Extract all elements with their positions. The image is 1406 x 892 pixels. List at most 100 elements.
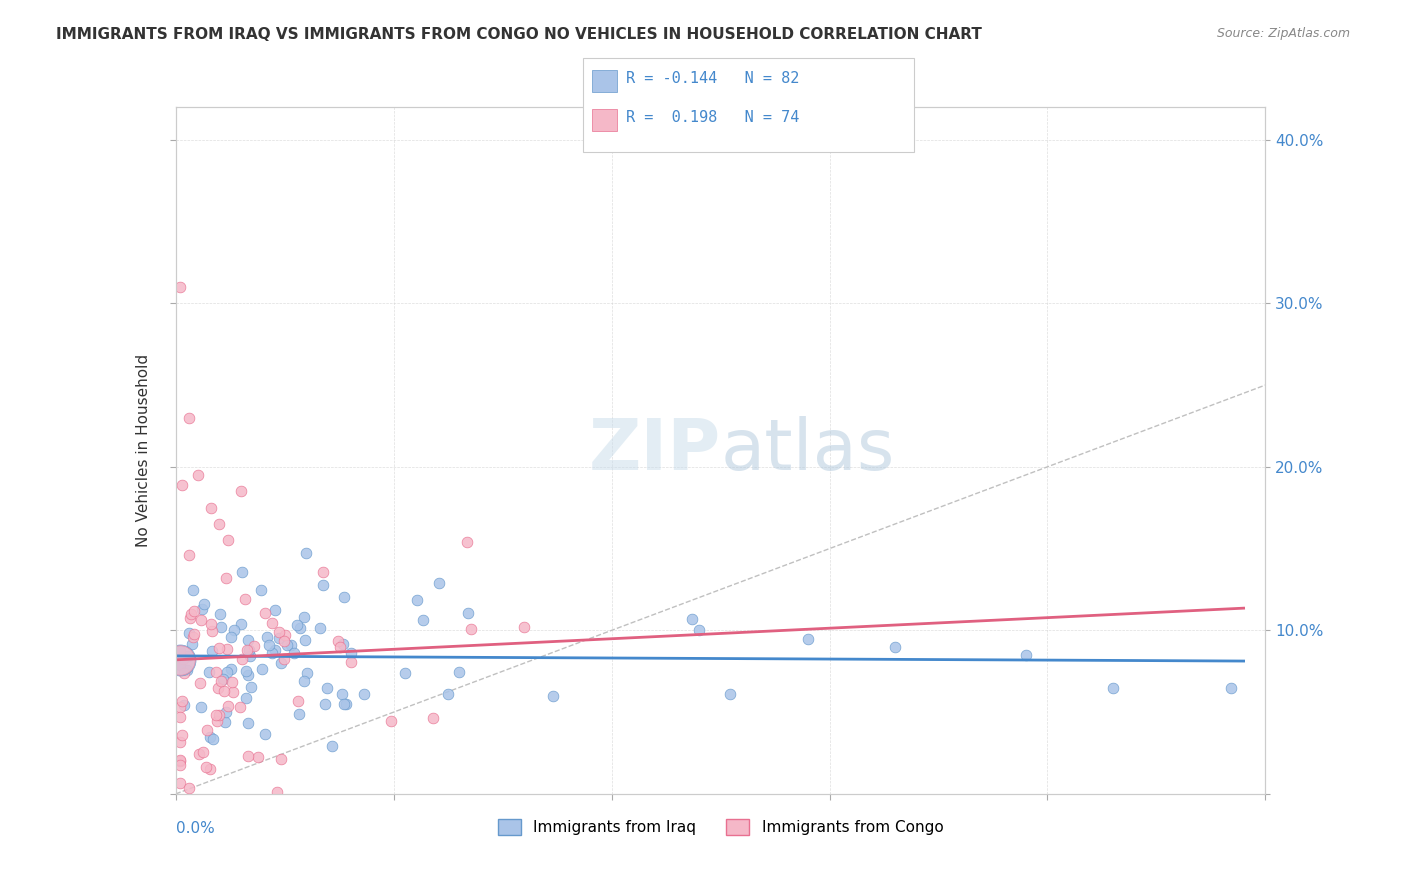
Point [321, 739, 343, 754]
Point [179, 611, 201, 625]
Point [169, 644, 191, 658]
Point [394, 665, 416, 680]
Point [177, 548, 200, 562]
Point [312, 565, 335, 579]
Point [513, 620, 536, 634]
Point [240, 680, 263, 694]
Point [254, 607, 277, 621]
Point [340, 656, 363, 670]
Text: ZIP: ZIP [588, 416, 721, 485]
Point [311, 578, 333, 592]
Point [796, 632, 818, 646]
Point [183, 604, 205, 618]
Point [422, 711, 444, 725]
Text: IMMIGRANTS FROM IRAQ VS IMMIGRANTS FROM CONGO NO VEHICLES IN HOUSEHOLD CORRELATI: IMMIGRANTS FROM IRAQ VS IMMIGRANTS FROM … [56, 27, 983, 42]
Point [169, 758, 191, 772]
Point [380, 714, 402, 728]
Point [217, 698, 239, 713]
Point [267, 631, 290, 645]
Point [250, 662, 273, 676]
Point [243, 640, 266, 654]
Point [681, 612, 703, 626]
Point [287, 694, 309, 708]
Point [295, 545, 318, 559]
Point [718, 687, 741, 701]
Point [1102, 681, 1125, 695]
Point [447, 665, 470, 679]
Point [406, 593, 429, 607]
Point [207, 640, 229, 655]
Point [288, 707, 311, 722]
Point [169, 710, 191, 724]
Point [219, 630, 242, 644]
Point [1219, 681, 1241, 695]
Point [270, 656, 292, 670]
Point [212, 673, 235, 687]
Point [224, 624, 246, 638]
Point [333, 698, 356, 712]
Point [215, 641, 238, 656]
Point [315, 681, 337, 695]
Point [541, 690, 564, 704]
Point [273, 633, 295, 648]
Point [205, 708, 228, 723]
Point [169, 754, 191, 768]
Point [193, 597, 215, 611]
Point [276, 638, 298, 652]
Point [191, 601, 214, 615]
Point [457, 606, 479, 620]
Point [177, 625, 200, 640]
Point [266, 785, 288, 799]
Point [437, 687, 460, 701]
Point [292, 610, 315, 624]
Point [169, 752, 191, 766]
Point [217, 533, 239, 548]
Point [247, 749, 270, 764]
Point [285, 618, 308, 632]
Point [172, 652, 194, 666]
Point [172, 728, 194, 742]
Point [195, 723, 218, 738]
Point [214, 714, 236, 729]
Point [288, 621, 311, 635]
Point [884, 640, 907, 654]
Point [169, 776, 191, 790]
Point [207, 681, 229, 695]
Point [179, 780, 201, 795]
Point [200, 500, 222, 515]
Point [329, 640, 352, 654]
Point [274, 628, 297, 642]
Point [353, 687, 375, 701]
Point [688, 624, 710, 638]
Point [205, 714, 228, 729]
Point [330, 687, 353, 701]
Point [198, 665, 221, 680]
Point [177, 410, 200, 425]
Point [221, 675, 243, 690]
Text: Source: ZipAtlas.com: Source: ZipAtlas.com [1216, 27, 1350, 40]
Point [190, 700, 212, 714]
Point [201, 624, 224, 639]
Point [335, 698, 357, 712]
Point [169, 657, 191, 672]
Point [200, 762, 222, 776]
Point [222, 685, 245, 699]
Point [212, 684, 235, 698]
Text: R =  0.198   N = 74: R = 0.198 N = 74 [626, 110, 799, 125]
Text: 0.0%: 0.0% [176, 822, 215, 837]
Point [205, 665, 228, 680]
Point [215, 665, 238, 679]
Point [340, 647, 363, 661]
Point [169, 653, 191, 667]
Point [200, 617, 222, 632]
Point [208, 607, 231, 621]
Point [190, 613, 212, 627]
Point [208, 708, 231, 723]
Point [270, 752, 292, 766]
Point [186, 467, 209, 482]
Point [333, 590, 356, 604]
Point [188, 747, 211, 762]
Point [231, 484, 253, 499]
Point [229, 616, 252, 631]
Point [172, 694, 194, 708]
